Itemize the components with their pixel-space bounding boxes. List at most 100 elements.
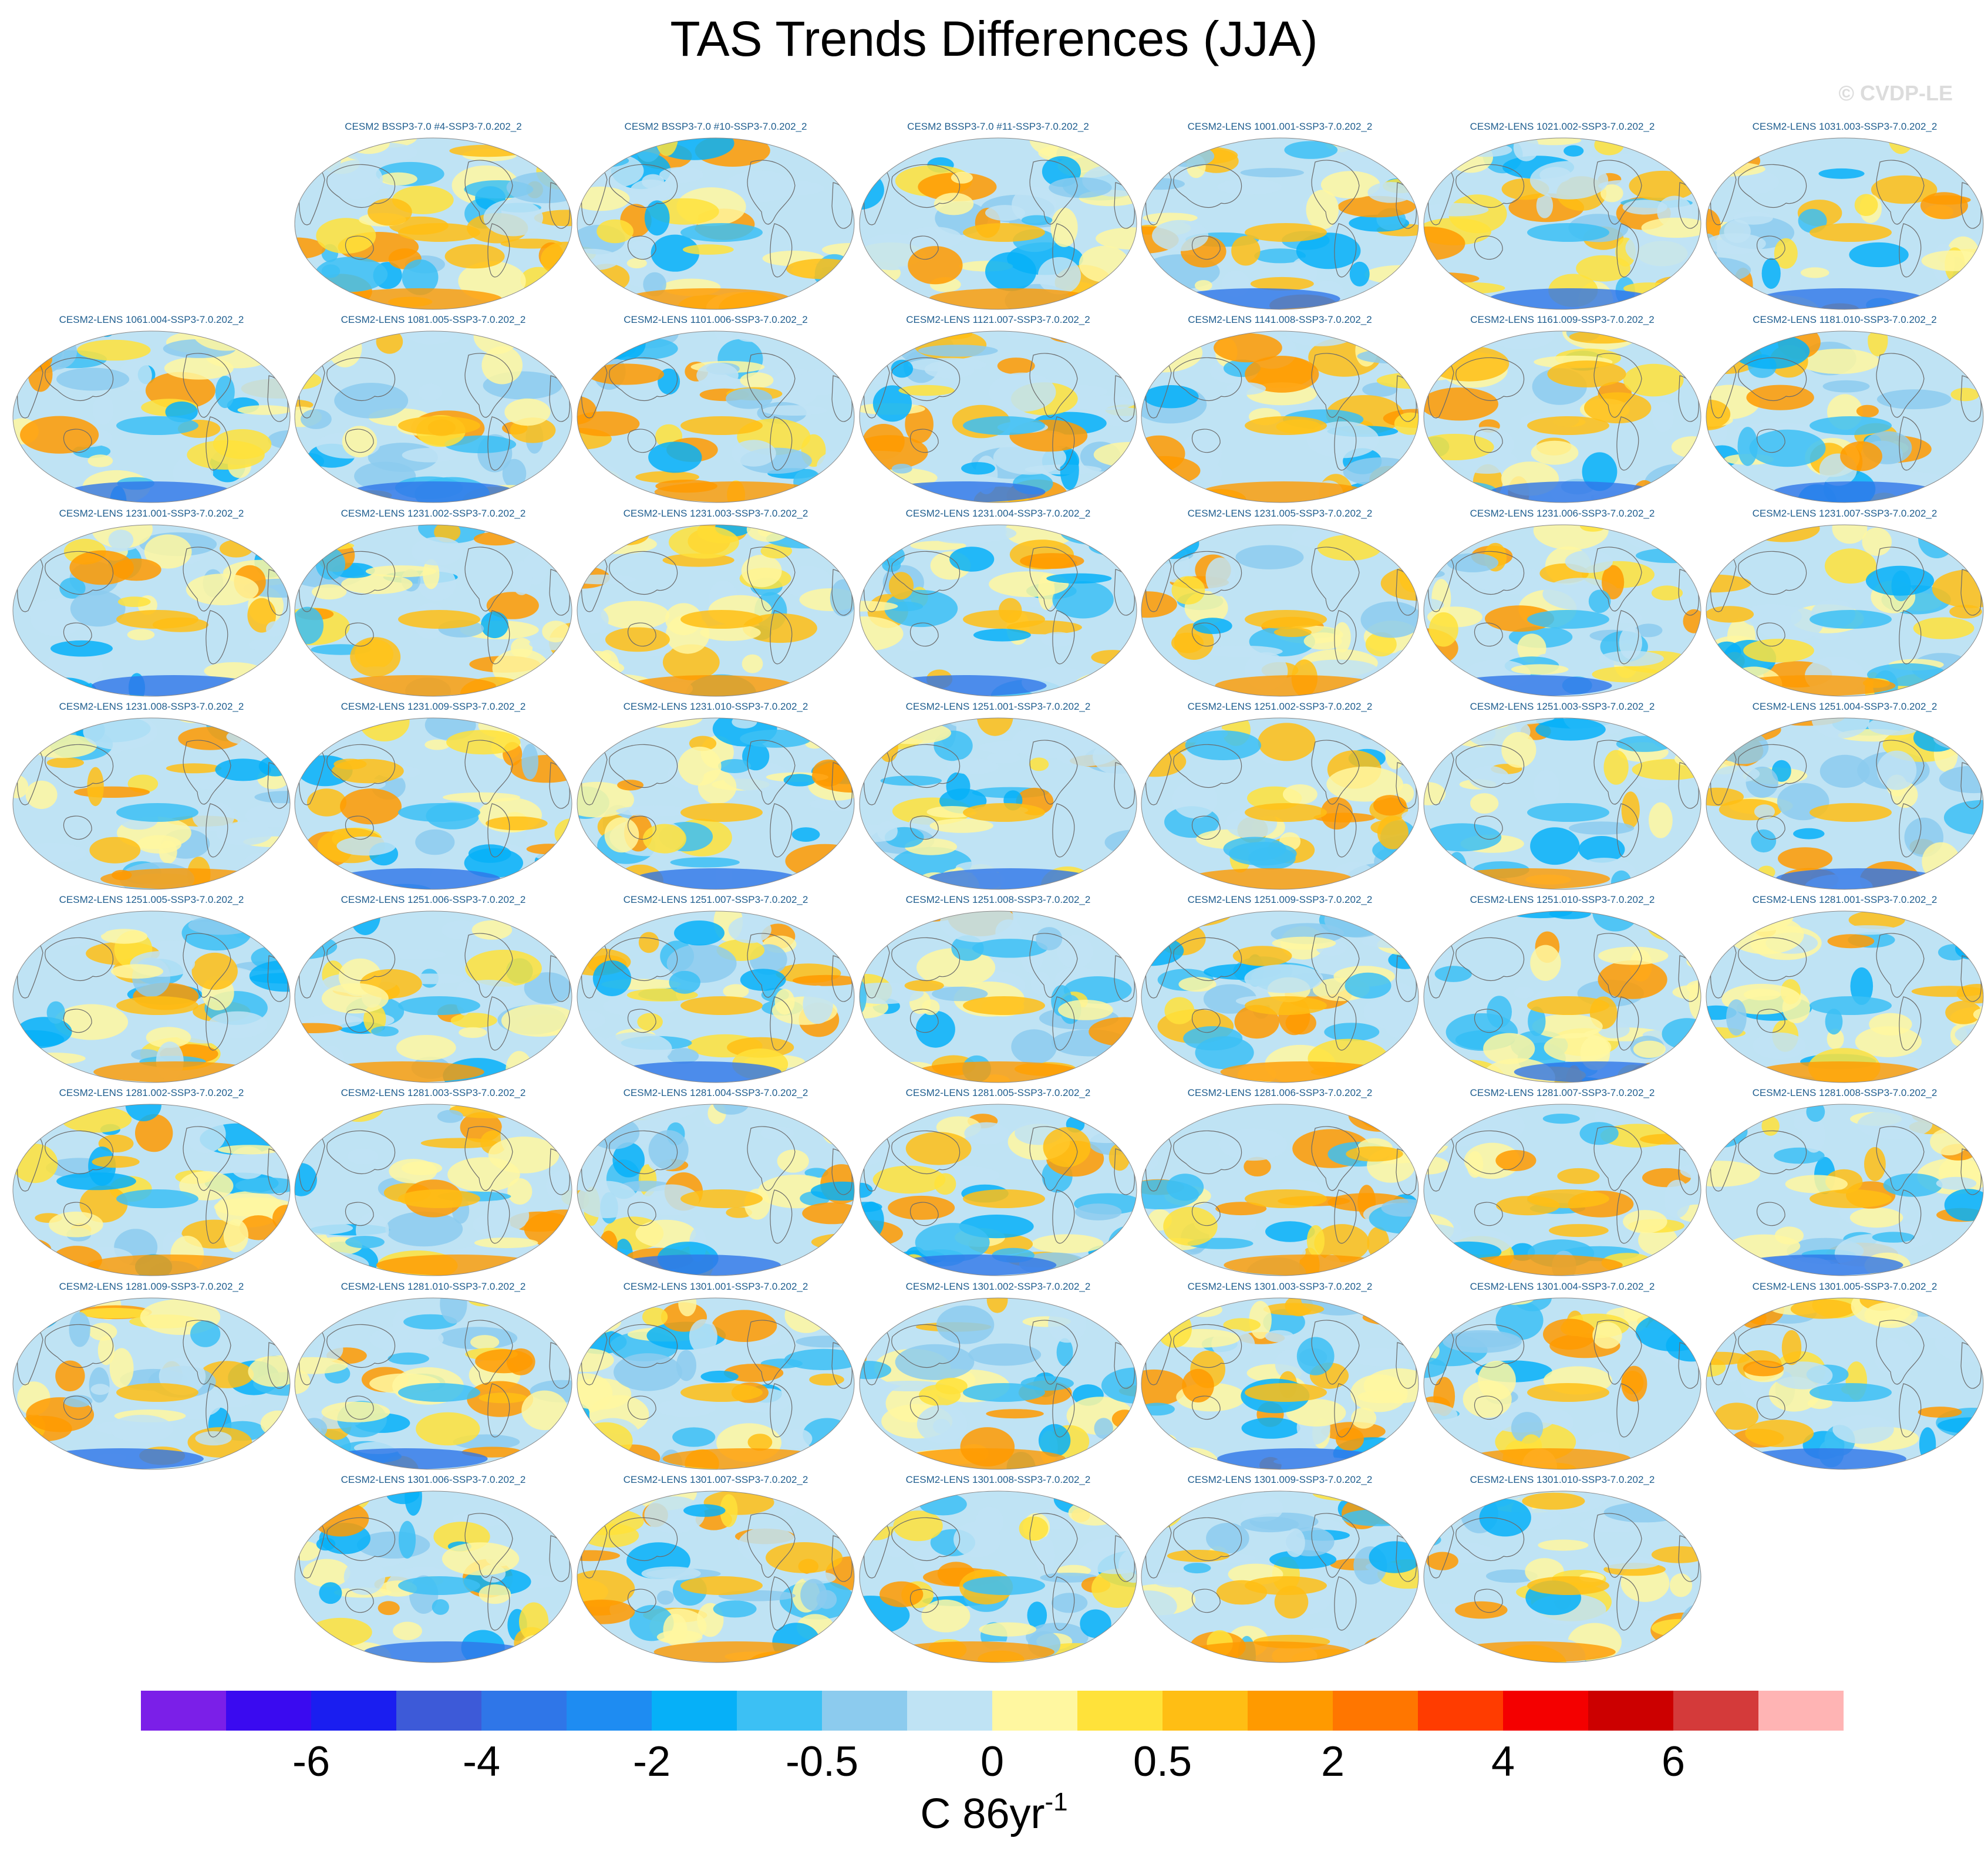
map-globe bbox=[577, 331, 855, 503]
colorbar-swatch bbox=[992, 1691, 1078, 1731]
map-globe bbox=[294, 524, 572, 697]
map-globe bbox=[12, 331, 291, 503]
panel-title: CESM2-LENS 1281.008-SSP3-7.0.202_2 bbox=[1752, 1087, 1938, 1098]
map-globe bbox=[12, 1104, 291, 1276]
map-panel: CESM2-LENS 1301.010-SSP3-7.0.202_2 bbox=[1421, 1473, 1703, 1666]
colorbar-swatch bbox=[1503, 1691, 1589, 1731]
panel-title: CESM2-LENS 1021.002-SSP3-7.0.202_2 bbox=[1470, 121, 1655, 132]
panel-title: CESM2 BSSP3-7.0 #11-SSP3-7.0.202_2 bbox=[907, 121, 1089, 132]
map-globe bbox=[1141, 331, 1419, 503]
panel-title: CESM2-LENS 1231.008-SSP3-7.0.202_2 bbox=[59, 701, 244, 712]
map-globe bbox=[577, 717, 855, 890]
map-panel: CESM2-LENS 1281.004-SSP3-7.0.202_2 bbox=[575, 1087, 857, 1279]
panel-title: CESM2-LENS 1281.004-SSP3-7.0.202_2 bbox=[623, 1087, 808, 1098]
map-panel: CESM2-LENS 1281.005-SSP3-7.0.202_2 bbox=[857, 1087, 1139, 1279]
map-panel: CESM2-LENS 1281.002-SSP3-7.0.202_2 bbox=[11, 1087, 292, 1279]
colorbar-swatch bbox=[652, 1691, 737, 1731]
panel-title: CESM2-LENS 1251.007-SSP3-7.0.202_2 bbox=[623, 894, 808, 905]
colorbar-swatch bbox=[1163, 1691, 1248, 1731]
map-globe bbox=[1423, 524, 1701, 697]
panel-title: CESM2-LENS 1231.001-SSP3-7.0.202_2 bbox=[59, 508, 244, 519]
map-panel: CESM2-LENS 1301.008-SSP3-7.0.202_2 bbox=[857, 1473, 1139, 1666]
colorbar-swatch bbox=[1333, 1691, 1418, 1731]
colorbar-swatch bbox=[822, 1691, 908, 1731]
map-panel: CESM2-LENS 1301.003-SSP3-7.0.202_2 bbox=[1139, 1280, 1421, 1473]
map-panel: CESM2-LENS 1231.005-SSP3-7.0.202_2 bbox=[1139, 507, 1421, 700]
colorbar-swatch bbox=[1248, 1691, 1333, 1731]
panel-title: CESM2-LENS 1101.006-SSP3-7.0.202_2 bbox=[624, 314, 808, 325]
colorbar-tick-label: -2 bbox=[632, 1738, 671, 1785]
map-panel: CESM2-LENS 1281.003-SSP3-7.0.202_2 bbox=[292, 1087, 574, 1279]
panel-title: CESM2-LENS 1251.006-SSP3-7.0.202_2 bbox=[341, 894, 526, 905]
colorbar-tick-label: -6 bbox=[292, 1738, 331, 1785]
colorbar bbox=[141, 1691, 1844, 1731]
panel-title: CESM2-LENS 1231.010-SSP3-7.0.202_2 bbox=[623, 701, 808, 712]
map-panel: CESM2-LENS 1251.004-SSP3-7.0.202_2 bbox=[1704, 700, 1986, 893]
panel-title: CESM2-LENS 1281.005-SSP3-7.0.202_2 bbox=[905, 1087, 1091, 1098]
panel-title: CESM2-LENS 1251.004-SSP3-7.0.202_2 bbox=[1752, 701, 1938, 712]
colorbar-swatch bbox=[567, 1691, 652, 1731]
panel-title: CESM2-LENS 1231.005-SSP3-7.0.202_2 bbox=[1187, 508, 1373, 519]
map-globe bbox=[859, 331, 1137, 503]
map-panel: CESM2-LENS 1061.004-SSP3-7.0.202_2 bbox=[11, 313, 292, 506]
map-panel: CESM2-LENS 1001.001-SSP3-7.0.202_2 bbox=[1139, 120, 1421, 313]
colorbar-swatch bbox=[737, 1691, 823, 1731]
map-panel: CESM2-LENS 1141.008-SSP3-7.0.202_2 bbox=[1139, 313, 1421, 506]
map-globe bbox=[577, 911, 855, 1083]
map-globe bbox=[1423, 1104, 1701, 1276]
map-panel: CESM2-LENS 1251.001-SSP3-7.0.202_2 bbox=[857, 700, 1139, 893]
map-panel: CESM2-LENS 1251.007-SSP3-7.0.202_2 bbox=[575, 893, 857, 1086]
map-panel: CESM2-LENS 1101.006-SSP3-7.0.202_2 bbox=[575, 313, 857, 506]
map-globe bbox=[859, 1297, 1137, 1470]
panel-title: CESM2-LENS 1301.009-SSP3-7.0.202_2 bbox=[1187, 1474, 1373, 1485]
map-panel: CESM2-LENS 1301.006-SSP3-7.0.202_2 bbox=[292, 1473, 574, 1666]
colorbar-tick-label: 4 bbox=[1491, 1738, 1515, 1785]
map-panel: CESM2 BSSP3-7.0 #4-SSP3-7.0.202_2 bbox=[292, 120, 574, 313]
map-globe bbox=[859, 137, 1137, 310]
map-panel: CESM2-LENS 1231.006-SSP3-7.0.202_2 bbox=[1421, 507, 1703, 700]
panel-title: CESM2-LENS 1231.003-SSP3-7.0.202_2 bbox=[623, 508, 808, 519]
map-globe bbox=[1423, 137, 1701, 310]
colorbar-swatch bbox=[311, 1691, 397, 1731]
panel-title: CESM2-LENS 1251.010-SSP3-7.0.202_2 bbox=[1470, 894, 1655, 905]
colorbar-tick-label: 6 bbox=[1661, 1738, 1686, 1785]
panel-title: CESM2-LENS 1121.007-SSP3-7.0.202_2 bbox=[906, 314, 1090, 325]
map-globe bbox=[1706, 524, 1984, 697]
map-panel: CESM2-LENS 1301.009-SSP3-7.0.202_2 bbox=[1139, 1473, 1421, 1666]
panel-title: CESM2-LENS 1081.005-SSP3-7.0.202_2 bbox=[341, 314, 526, 325]
panel-title: CESM2-LENS 1181.010-SSP3-7.0.202_2 bbox=[1753, 314, 1937, 325]
map-panel: CESM2-LENS 1251.006-SSP3-7.0.202_2 bbox=[292, 893, 574, 1086]
map-panel: CESM2-LENS 1181.010-SSP3-7.0.202_2 bbox=[1704, 313, 1986, 506]
panel-title: CESM2-LENS 1251.009-SSP3-7.0.202_2 bbox=[1187, 894, 1373, 905]
map-panel: CESM2-LENS 1121.007-SSP3-7.0.202_2 bbox=[857, 313, 1139, 506]
watermark: © CVDP-LE bbox=[1838, 81, 1953, 105]
panel-title: CESM2-LENS 1031.003-SSP3-7.0.202_2 bbox=[1752, 121, 1938, 132]
colorbar-tick-label: 0.5 bbox=[1133, 1738, 1192, 1785]
colorbar-tick-label: -4 bbox=[462, 1738, 501, 1785]
map-globe bbox=[294, 911, 572, 1083]
map-globe bbox=[1423, 331, 1701, 503]
panel-title: CESM2 BSSP3-7.0 #4-SSP3-7.0.202_2 bbox=[345, 121, 522, 132]
map-globe bbox=[12, 717, 291, 890]
colorbar-swatch bbox=[1588, 1691, 1674, 1731]
panel-title: CESM2 BSSP3-7.0 #10-SSP3-7.0.202_2 bbox=[624, 121, 807, 132]
panel-title: CESM2-LENS 1281.003-SSP3-7.0.202_2 bbox=[341, 1087, 526, 1098]
colorbar-swatch bbox=[907, 1691, 993, 1731]
panel-title: CESM2-LENS 1251.002-SSP3-7.0.202_2 bbox=[1187, 701, 1373, 712]
map-globe bbox=[859, 717, 1137, 890]
map-globe bbox=[1706, 911, 1984, 1083]
map-globe bbox=[577, 1104, 855, 1276]
map-globe bbox=[294, 331, 572, 503]
map-panel: CESM2-LENS 1281.010-SSP3-7.0.202_2 bbox=[292, 1280, 574, 1473]
colorbar-units: C 86yr-1 bbox=[0, 1788, 1988, 1838]
panel-title: CESM2-LENS 1301.003-SSP3-7.0.202_2 bbox=[1187, 1281, 1373, 1292]
map-panel: CESM2-LENS 1231.003-SSP3-7.0.202_2 bbox=[575, 507, 857, 700]
map-globe bbox=[577, 137, 855, 310]
colorbar-swatch bbox=[226, 1691, 312, 1731]
map-panel: CESM2-LENS 1251.005-SSP3-7.0.202_2 bbox=[11, 893, 292, 1086]
units-exponent: -1 bbox=[1044, 1788, 1068, 1816]
map-globe bbox=[859, 1491, 1137, 1663]
map-globe bbox=[1706, 1104, 1984, 1276]
map-panel: CESM2 BSSP3-7.0 #11-SSP3-7.0.202_2 bbox=[857, 120, 1139, 313]
panel-title: CESM2-LENS 1251.001-SSP3-7.0.202_2 bbox=[905, 701, 1091, 712]
